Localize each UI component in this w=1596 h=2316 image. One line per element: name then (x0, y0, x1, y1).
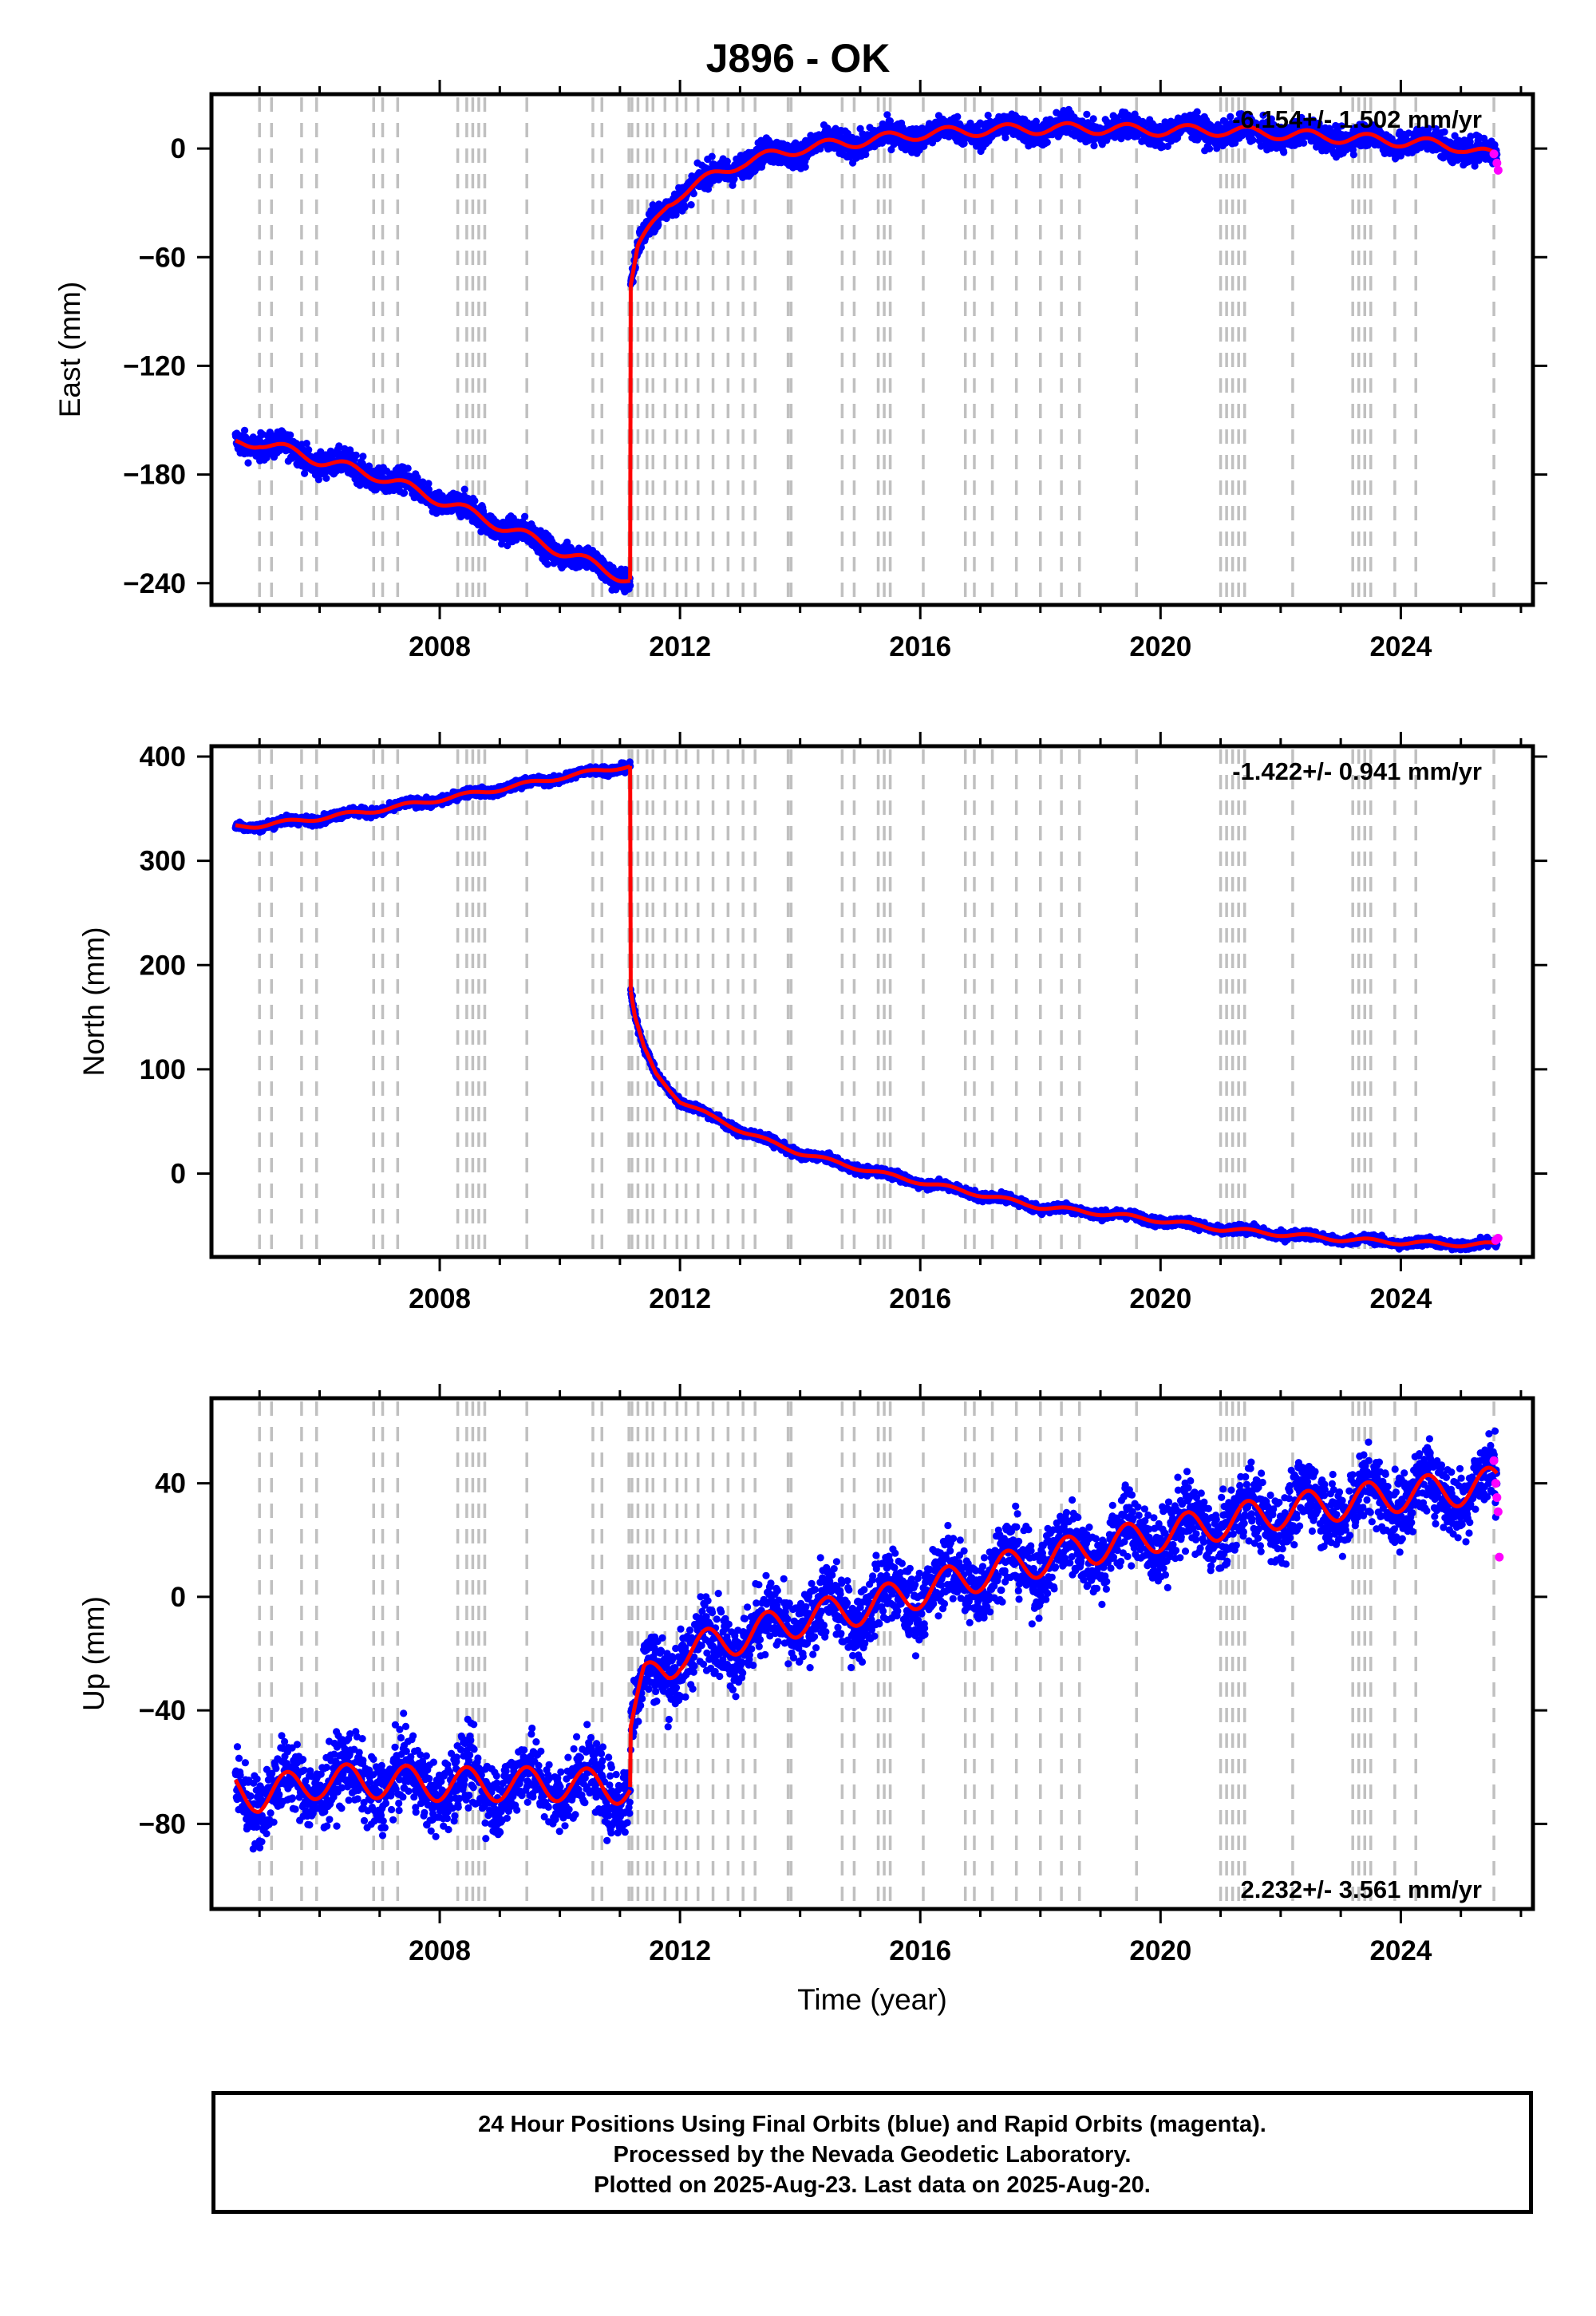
data-point (1231, 139, 1239, 147)
final-orbit-points (231, 105, 1501, 596)
data-point (352, 451, 360, 460)
y-tick-label: −60 (139, 242, 186, 273)
rapid-point (1492, 158, 1502, 168)
data-point (654, 221, 662, 229)
data-point (400, 489, 409, 497)
x-tick-label: 2016 (889, 631, 951, 662)
data-point (365, 462, 373, 470)
data-point (1280, 148, 1288, 156)
data-point (1432, 124, 1440, 133)
data-point (1349, 151, 1357, 159)
data-point (1032, 117, 1040, 125)
data-point (1083, 110, 1091, 118)
data-point (302, 440, 310, 448)
data-point (1404, 129, 1412, 137)
data-point (543, 560, 551, 568)
data-point (687, 201, 695, 209)
rapid-point (1489, 149, 1499, 159)
x-tick-label: 2012 (649, 631, 711, 662)
data-point (1090, 141, 1098, 150)
data-point (460, 485, 468, 493)
data-point (425, 480, 433, 488)
data-point (1491, 140, 1499, 149)
event-lines (258, 97, 1495, 602)
data-point (723, 157, 731, 165)
plot-frame (209, 92, 1535, 607)
model-fit-line (628, 121, 1499, 286)
data-point (1267, 115, 1275, 123)
data-point (1001, 133, 1009, 142)
data-point (708, 152, 716, 160)
data-point (563, 538, 571, 547)
data-point (1249, 136, 1257, 144)
x-tick-label: 2020 (1129, 631, 1191, 662)
data-point (1300, 139, 1308, 147)
data-point (689, 190, 697, 198)
y-tick-label: −180 (123, 460, 186, 491)
data-point (419, 478, 427, 486)
data-point (1471, 162, 1479, 170)
data-point (1467, 132, 1475, 140)
rapid-orbit-points (1489, 149, 1503, 175)
data-point (244, 459, 252, 467)
y-tick-label: 0 (171, 133, 186, 164)
data-point (471, 496, 479, 505)
data-point (801, 163, 809, 171)
east-panel: 2008 2012 2016 2020 2024 0 −60 −120 −180 −240 East… (53, 80, 1547, 662)
x-ticks (258, 80, 1523, 619)
data-point (335, 442, 343, 450)
model-fit (235, 121, 1499, 583)
data-point (1273, 144, 1281, 152)
data-point (521, 512, 529, 520)
y-tick-label: −240 (123, 568, 186, 599)
data-point (1206, 144, 1214, 152)
plot-area (231, 97, 1503, 602)
data-point (1089, 115, 1097, 123)
data-point (1227, 113, 1235, 121)
offset-jump-line (628, 284, 633, 580)
rapid-point (1493, 165, 1503, 175)
y-axis-title: East (mm) (53, 282, 86, 418)
data-point (1337, 122, 1345, 130)
data-point (286, 431, 294, 439)
y-tick-label: −120 (123, 350, 186, 381)
data-point (1270, 121, 1278, 128)
data-point (626, 582, 634, 590)
data-point (1440, 128, 1448, 136)
data-point (1424, 124, 1432, 132)
data-point (404, 464, 412, 472)
y-ticks (197, 147, 1547, 585)
data-point (883, 111, 891, 119)
data-point (305, 446, 313, 454)
velocity-rate-label: -6.154+/- 1.502 mm/yr (1232, 105, 1482, 133)
data-point (359, 453, 367, 460)
data-point (954, 113, 962, 121)
data-point (1163, 142, 1171, 150)
data-point (1193, 108, 1201, 116)
data-point (1259, 111, 1267, 119)
final-orbit-points (231, 758, 1501, 1254)
data-point (241, 426, 249, 434)
plot-area (231, 749, 1503, 1254)
data-point (681, 204, 689, 211)
data-point (504, 542, 512, 550)
x-tick-label: 2008 (409, 631, 471, 662)
x-tick-label: 2024 (1369, 631, 1432, 662)
data-point (1298, 113, 1306, 121)
data-point (984, 111, 992, 120)
plot-title: J896 - OK (705, 36, 891, 81)
model-fit-line (235, 438, 631, 583)
data-point (862, 150, 870, 159)
event-lines (258, 749, 1495, 1254)
data-point (1043, 138, 1051, 146)
data-point (322, 474, 330, 482)
